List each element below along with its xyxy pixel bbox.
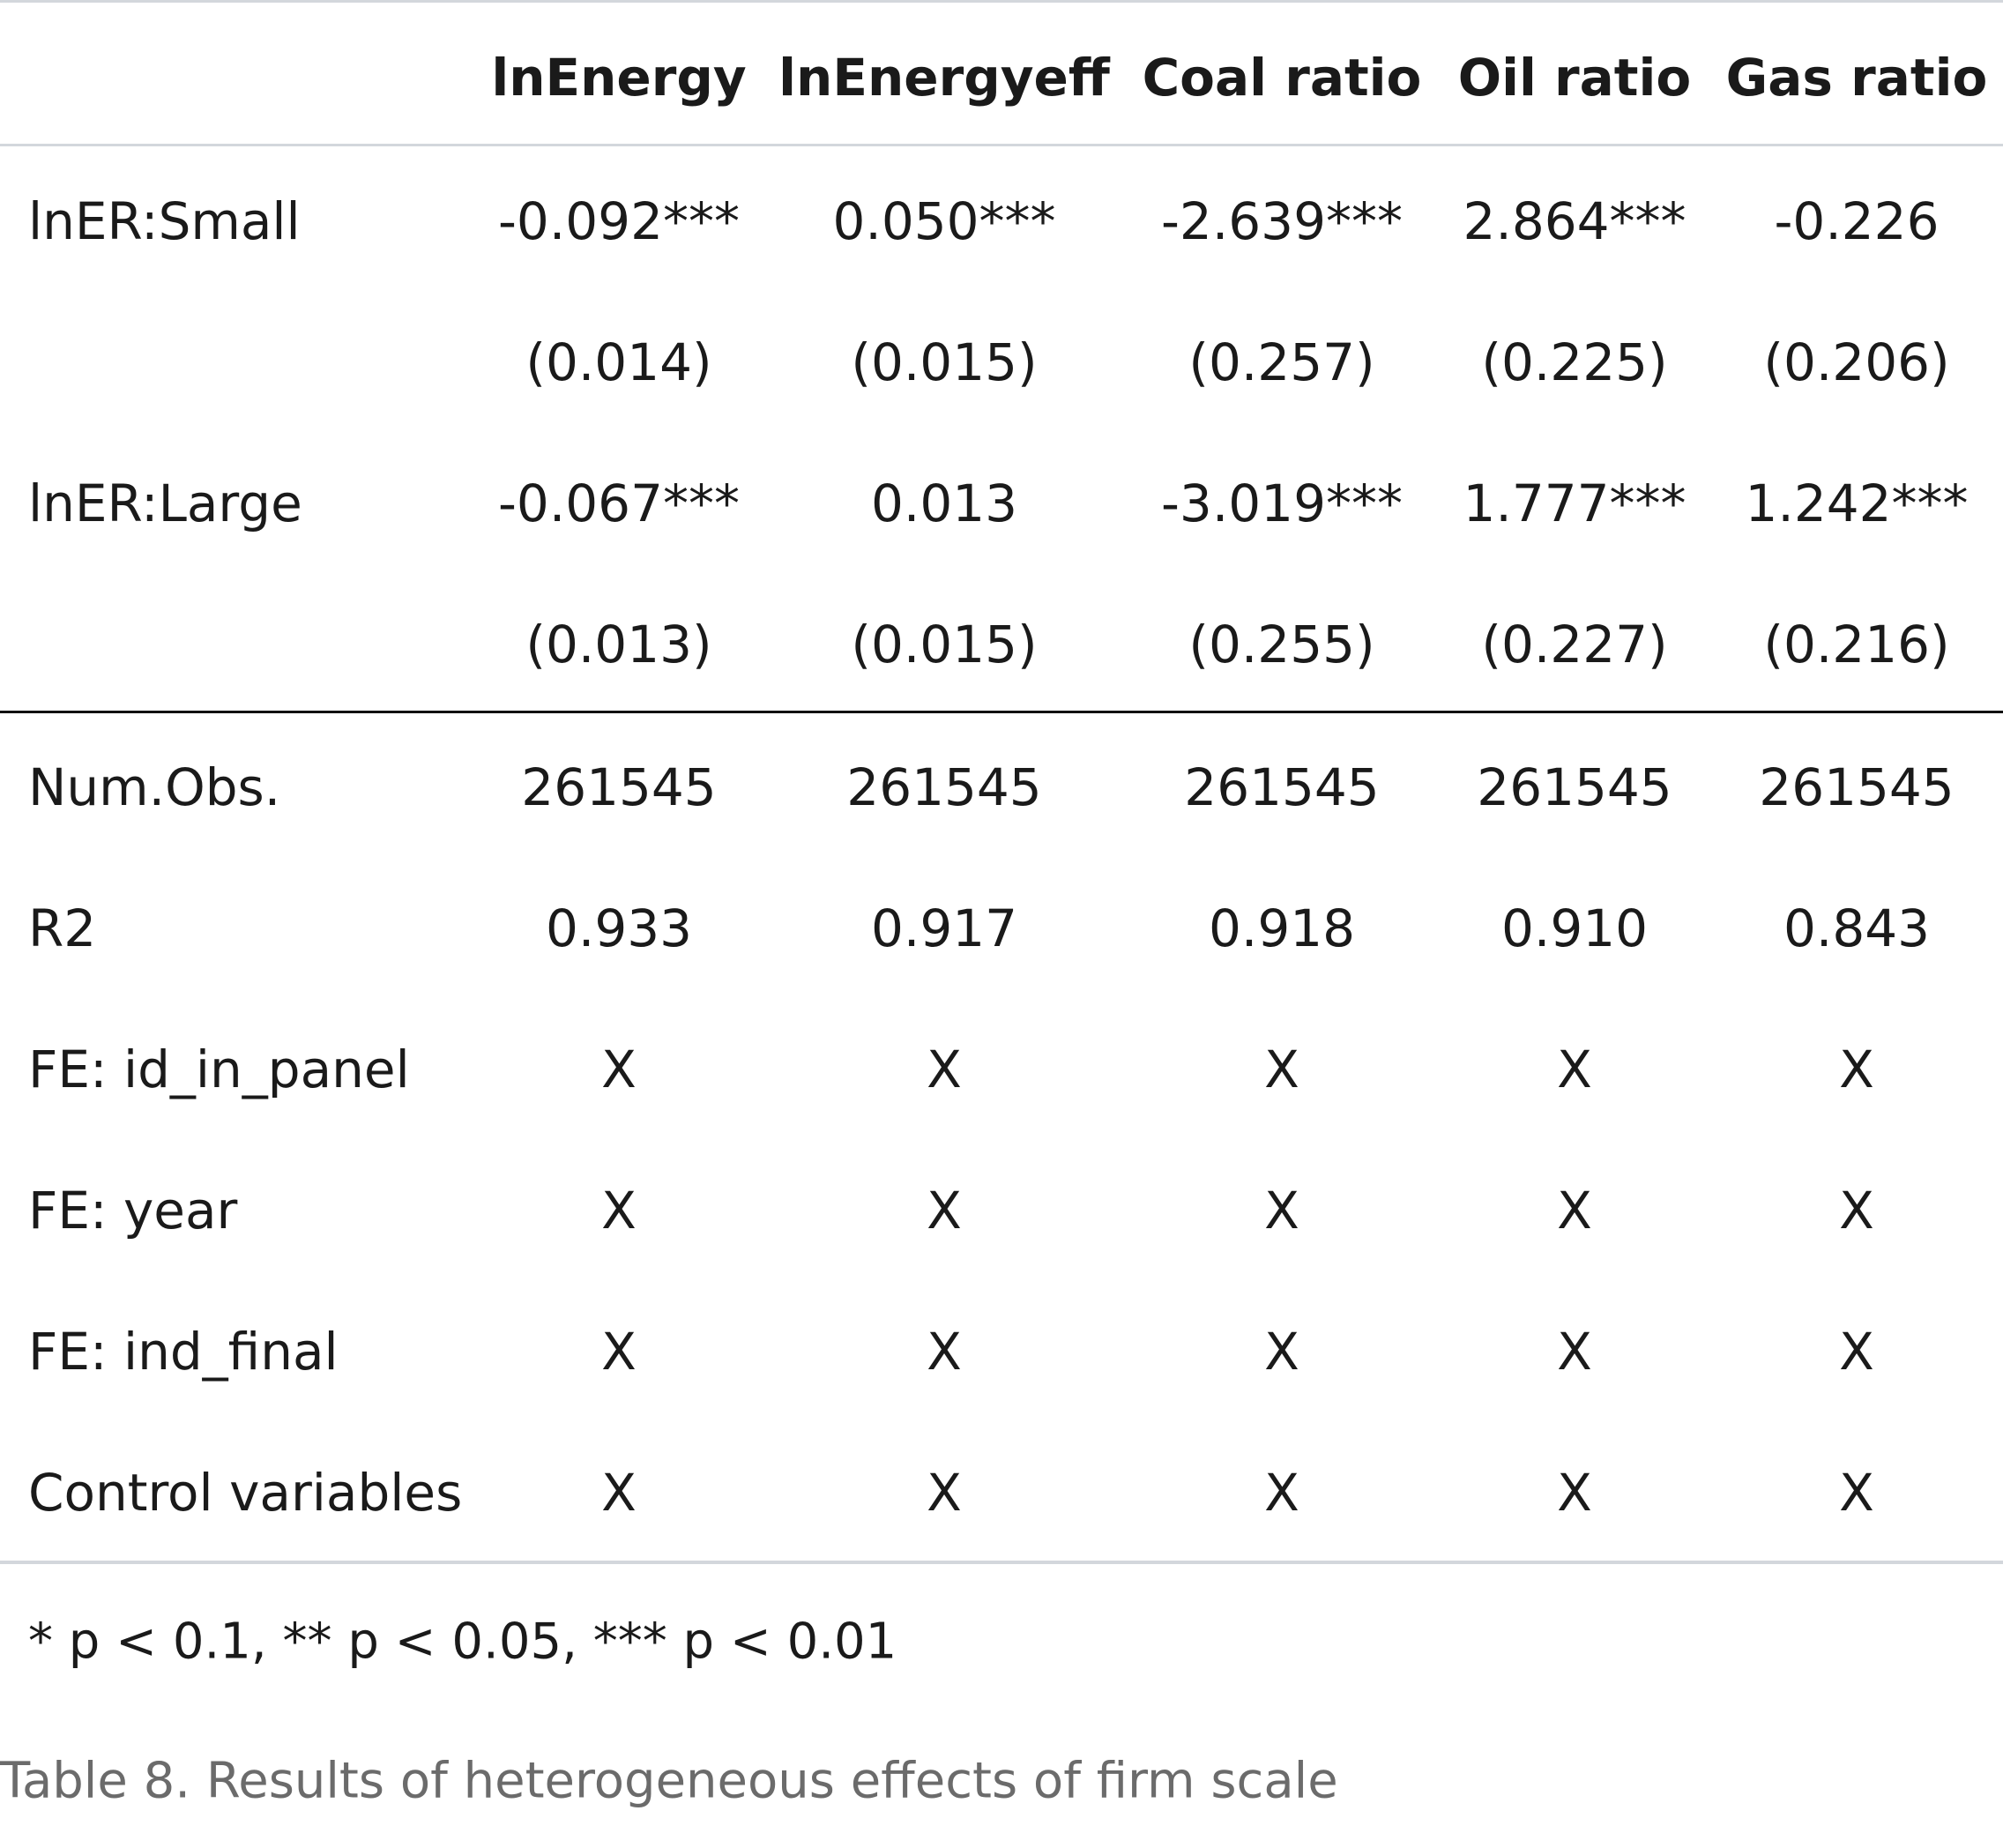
table-top-rule (0, 0, 2003, 3)
row-label: FE: year (28, 1181, 238, 1241)
coefficient-cell: -0.226 (1774, 191, 1940, 251)
std-error-cell: (0.015) (851, 332, 1038, 392)
table-mid-rule (0, 711, 2003, 713)
row-label: FE: ind_final (28, 1322, 339, 1382)
coefficient-cell: -0.067*** (498, 473, 740, 533)
stat-cell: 0.910 (1500, 898, 1649, 958)
significance-footnote: * p < 0.1, ** p < 0.05, *** p < 0.01 (28, 1613, 897, 1671)
coefficient-cell: 0.050*** (832, 191, 1056, 251)
row-label: lnER:Large (28, 473, 302, 533)
std-error-cell: (0.206) (1763, 332, 1950, 392)
stat-cell: X (1557, 1181, 1592, 1241)
coefficient-cell: 1.777*** (1463, 473, 1687, 533)
std-error-cell: (0.225) (1481, 332, 1668, 392)
row-label: FE: id_in_panel (28, 1040, 410, 1099)
std-error-cell: (0.257) (1188, 332, 1375, 392)
stat-cell: X (1557, 1322, 1592, 1382)
coefficient-cell: 2.864*** (1463, 191, 1687, 251)
stat-cell: X (601, 1322, 637, 1382)
std-error-cell: (0.255) (1188, 615, 1375, 674)
stat-cell: X (927, 1322, 962, 1382)
std-error-cell: (0.015) (851, 615, 1038, 674)
std-error-cell: (0.227) (1481, 615, 1668, 674)
table-header-rule (0, 144, 2003, 146)
stat-cell: X (1264, 1463, 1299, 1523)
stat-cell: 261545 (1477, 757, 1672, 817)
stat-cell: X (1557, 1040, 1592, 1099)
stat-cell: 0.843 (1783, 898, 1931, 958)
row-label: R2 (28, 898, 97, 958)
stat-cell: X (1557, 1463, 1592, 1523)
stat-cell: X (1839, 1181, 1874, 1241)
stat-cell: X (601, 1463, 637, 1523)
stat-cell: X (601, 1040, 637, 1099)
row-label: Num.Obs. (28, 757, 281, 817)
stat-cell: 0.933 (545, 898, 693, 958)
stat-cell: 0.918 (1208, 898, 1356, 958)
stat-cell: X (1839, 1463, 1874, 1523)
stat-cell: X (1264, 1040, 1299, 1099)
stat-cell: X (1839, 1322, 1874, 1382)
std-error-cell: (0.013) (525, 615, 712, 674)
std-error-cell: (0.014) (525, 332, 712, 392)
stat-cell: 261545 (1184, 757, 1380, 817)
stat-cell: 0.917 (870, 898, 1018, 958)
stat-cell: X (1839, 1040, 1874, 1099)
stat-cell: 261545 (1759, 757, 1955, 817)
coefficient-cell: -0.092*** (498, 191, 740, 251)
coefficient-cell: 1.242*** (1745, 473, 1969, 533)
row-label: Control variables (28, 1463, 463, 1523)
coefficient-cell: 0.013 (870, 473, 1018, 533)
stat-cell: X (927, 1181, 962, 1241)
table-bottom-rule (0, 1561, 2003, 1564)
coefficient-cell: -2.639*** (1161, 191, 1403, 251)
coefficient-cell: -3.019*** (1161, 473, 1403, 533)
stat-cell: 261545 (846, 757, 1042, 817)
table-caption: Table 8. Results of heterogeneous effect… (0, 1752, 1338, 1810)
stat-cell: X (927, 1463, 962, 1523)
stat-cell: 261545 (521, 757, 717, 817)
column-header: Oil ratio (1457, 48, 1692, 108)
row-label: lnER:Small (28, 191, 301, 251)
std-error-cell: (0.216) (1763, 615, 1950, 674)
column-header: Coal ratio (1142, 48, 1422, 108)
stat-cell: X (1264, 1322, 1299, 1382)
column-header: lnEnergy (491, 48, 747, 108)
column-header: Gas ratio (1725, 48, 1988, 108)
column-header: lnEnergyeff (778, 48, 1110, 108)
stat-cell: X (927, 1040, 962, 1099)
stat-cell: X (1264, 1181, 1299, 1241)
stat-cell: X (601, 1181, 637, 1241)
